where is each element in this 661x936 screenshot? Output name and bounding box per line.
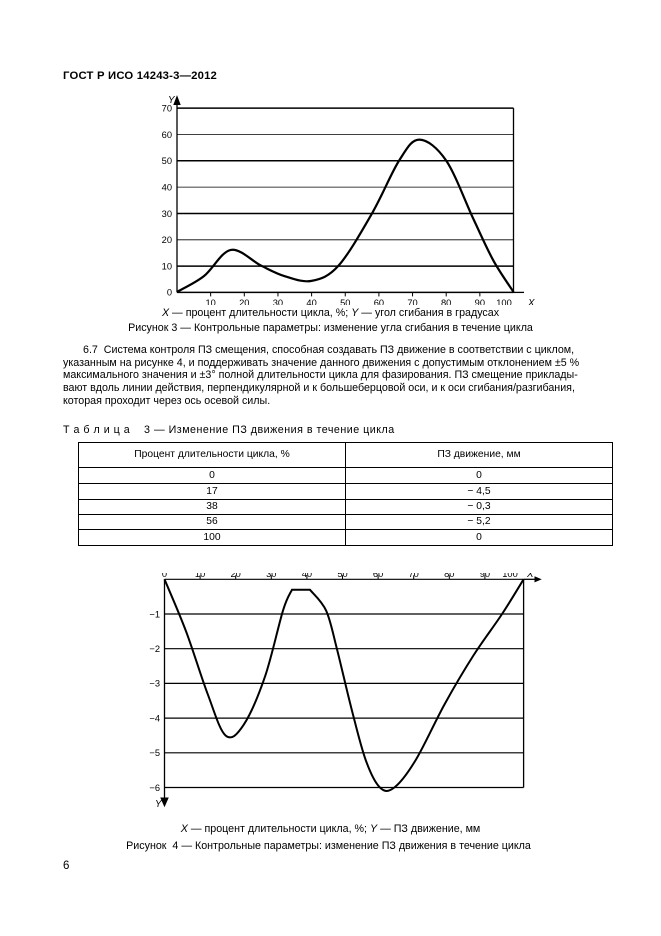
svg-text:10: 10: [205, 298, 215, 305]
svg-text:20: 20: [162, 235, 172, 245]
svg-text:−4: −4: [149, 713, 160, 723]
svg-text:−6: −6: [149, 783, 160, 793]
svg-text:100: 100: [496, 298, 512, 305]
svg-text:70: 70: [409, 573, 419, 579]
svg-text:20: 20: [231, 573, 241, 579]
svg-text:−2: −2: [149, 644, 160, 654]
svg-text:X: X: [526, 573, 534, 580]
svg-text:90: 90: [475, 298, 485, 305]
svg-text:60: 60: [374, 298, 384, 305]
svg-text:0: 0: [162, 573, 167, 579]
svg-text:100: 100: [502, 573, 518, 579]
svg-text:50: 50: [340, 298, 350, 305]
svg-text:−5: −5: [149, 748, 160, 758]
svg-text:10: 10: [162, 261, 172, 271]
svg-text:−3: −3: [149, 679, 160, 689]
svg-text:50: 50: [337, 573, 347, 579]
svg-text:40: 40: [302, 573, 312, 579]
svg-text:70: 70: [407, 298, 417, 305]
svg-text:30: 30: [162, 209, 172, 219]
svg-text:40: 40: [306, 298, 316, 305]
svg-text:20: 20: [239, 298, 249, 305]
svg-text:60: 60: [162, 130, 172, 140]
svg-text:90: 90: [480, 573, 490, 579]
svg-text:80: 80: [444, 573, 454, 579]
svg-text:30: 30: [273, 298, 283, 305]
svg-text:X: X: [527, 298, 535, 305]
svg-text:−1: −1: [149, 609, 160, 619]
svg-text:30: 30: [266, 573, 276, 579]
svg-text:0: 0: [167, 288, 172, 298]
svg-text:60: 60: [373, 573, 383, 579]
svg-text:80: 80: [441, 298, 451, 305]
svg-text:50: 50: [162, 156, 172, 166]
svg-text:40: 40: [162, 182, 172, 192]
svg-text:10: 10: [195, 573, 205, 579]
